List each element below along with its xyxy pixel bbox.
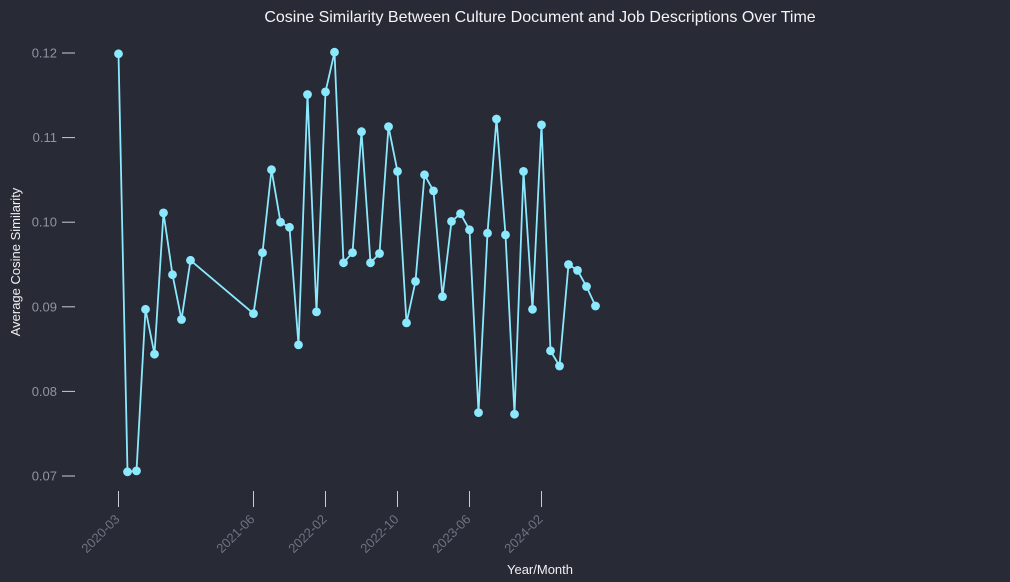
data-point xyxy=(375,249,384,258)
data-point xyxy=(303,90,312,99)
data-point xyxy=(141,304,150,314)
y-axis-label: Average Cosine Similarity xyxy=(8,187,23,336)
data-point xyxy=(132,466,141,476)
data-point xyxy=(402,318,411,328)
x-tick-label: 2021-06 xyxy=(213,512,257,556)
data-point xyxy=(582,282,591,291)
data-point xyxy=(501,230,510,240)
data-point xyxy=(573,266,582,275)
data-point xyxy=(546,346,555,356)
data-point xyxy=(519,167,528,176)
data-point xyxy=(510,409,519,419)
data-point xyxy=(321,87,330,97)
data-point xyxy=(150,349,159,359)
data-point xyxy=(249,309,258,318)
data-point xyxy=(294,340,303,350)
x-tick-label: 2020-03 xyxy=(78,512,122,556)
data-point xyxy=(339,258,348,268)
data-point xyxy=(492,114,501,124)
y-tick-label: 0.10 xyxy=(32,215,57,230)
data-point xyxy=(456,209,465,219)
data-point xyxy=(168,270,177,280)
series-line xyxy=(117,52,597,473)
data-point xyxy=(429,186,438,196)
x-tick-label: 2022-02 xyxy=(285,512,329,556)
data-point xyxy=(393,167,402,176)
y-tick-label: 0.08 xyxy=(32,384,57,399)
data-point xyxy=(366,258,375,268)
data-point xyxy=(474,408,483,417)
data-point xyxy=(123,467,132,477)
x-axis-label: Year/Month xyxy=(507,562,573,577)
data-point xyxy=(312,307,321,317)
data-point xyxy=(177,315,186,324)
series-points xyxy=(114,47,600,477)
x-axis: 2020-03 2021-06 2022-02 2022-10 2023-06 2024-… xyxy=(78,491,546,556)
y-tick-label: 0.09 xyxy=(32,299,57,314)
data-point xyxy=(357,127,366,137)
data-point xyxy=(348,248,357,258)
data-point xyxy=(159,208,168,218)
data-point xyxy=(186,255,195,265)
data-point xyxy=(564,260,573,269)
data-point xyxy=(465,225,474,235)
data-point xyxy=(483,228,492,238)
y-tick-label: 0.07 xyxy=(32,469,57,484)
data-point xyxy=(555,361,564,371)
data-point xyxy=(114,49,123,59)
x-tick-label: 2024-02 xyxy=(501,512,545,556)
data-point xyxy=(276,217,285,227)
data-point xyxy=(267,165,276,175)
data-point xyxy=(420,170,429,180)
data-point xyxy=(438,292,447,301)
x-tick-label: 2022-10 xyxy=(357,512,401,556)
data-point xyxy=(258,248,267,258)
y-tick-label: 0.12 xyxy=(32,46,57,61)
y-axis: 0.07 0.08 0.09 0.10 0.11 0.12 xyxy=(32,46,75,484)
data-point xyxy=(528,304,537,314)
chart-title: Cosine Similarity Between Culture Docume… xyxy=(264,9,815,26)
data-point xyxy=(591,301,600,311)
data-point xyxy=(411,277,420,286)
data-point xyxy=(330,47,339,57)
x-tick-label: 2023-06 xyxy=(429,512,473,556)
data-point xyxy=(537,120,546,130)
data-point xyxy=(285,222,294,232)
data-point xyxy=(384,122,393,131)
data-point xyxy=(447,217,456,226)
y-tick-label: 0.11 xyxy=(33,130,57,145)
